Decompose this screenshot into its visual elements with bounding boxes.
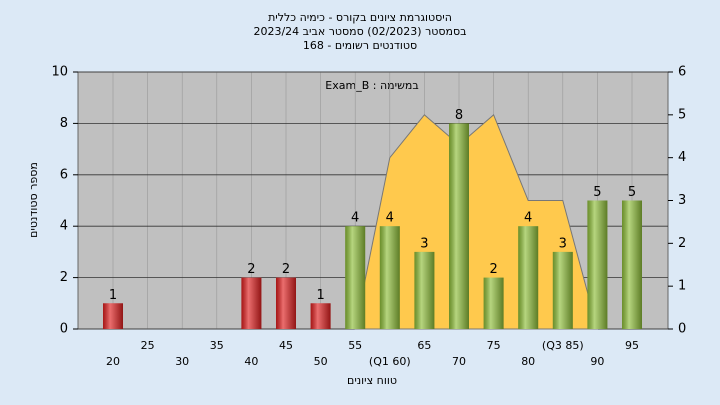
x-tick-label: 95 [625,339,639,352]
x-tick-label: 45 [279,339,293,352]
y2-tick-label: 2 [678,236,686,251]
value-label: 2 [282,262,290,277]
x-tick-label: 35 [210,339,224,352]
value-label: 1 [109,288,117,303]
x-tick-label: 55 [348,339,362,352]
x-tick-label: 20 [106,355,120,368]
bar-shade [552,251,573,329]
x-axis-label: טווח ציונים [347,374,397,387]
value-label: 8 [455,108,463,123]
y2-tick-label: 6 [678,65,686,80]
annotation: Exam_B : במשימה [325,79,418,92]
bar-shade [310,303,331,329]
x-tick-label: 50 [314,355,328,368]
bar-shade [345,226,366,329]
bar-shade [414,251,435,329]
value-label: 5 [593,185,601,200]
x-tick-label: 75 [487,339,501,352]
y2-tick-label: 4 [678,150,686,165]
y2-tick-label: 5 [678,107,686,122]
x-tick-label: 30 [175,355,189,368]
bar-shade [449,123,469,330]
x-tick-label: 25 [141,339,155,352]
y2-tick-label: 1 [678,279,686,294]
chart-title: היסטוגרמת ציונים בקורס - כימיה כללית [268,11,452,24]
chart-title: סטודנטים רשומים - 168 [303,39,417,52]
x-tick-label: 80 [521,355,535,368]
y-tick-label: 2 [60,270,68,285]
bar-shade [587,200,608,329]
bar-shade [241,277,262,329]
value-label: 2 [489,262,497,277]
y-axis-label: מספר סטודנטים [27,162,40,238]
bar-shade [518,226,539,329]
bar-shade [483,277,504,329]
y-tick-label: 10 [51,65,68,80]
x-tick-label: 90 [590,355,604,368]
x-tick-label: 70 [452,355,466,368]
x-tick-label: 65 [417,339,431,352]
x-tick-label: 40 [244,355,258,368]
value-label: 1 [316,288,324,303]
x-tick-label: (Q1 60) [369,355,411,368]
value-label: 3 [559,236,567,251]
bar-shade [103,303,123,329]
y-tick-label: 4 [60,219,68,234]
value-label: 2 [247,262,255,277]
chart-title: בסמסטר (02/2023) סמסטר אביב 2023/24 [253,25,466,38]
value-label: 4 [386,211,394,226]
bar-shade [622,200,642,329]
bar-shade [379,226,400,329]
value-label: 3 [420,236,428,251]
y2-tick-label: 0 [678,322,686,337]
y2-tick-label: 3 [678,193,686,208]
value-label: 5 [628,185,636,200]
bar-shade [276,277,296,329]
value-label: 4 [351,211,359,226]
y-tick-label: 6 [60,167,68,182]
y-tick-label: 0 [60,322,68,337]
x-tick-label: (Q3 85) [542,339,584,352]
value-label: 4 [524,211,532,226]
y-tick-label: 8 [60,116,68,131]
